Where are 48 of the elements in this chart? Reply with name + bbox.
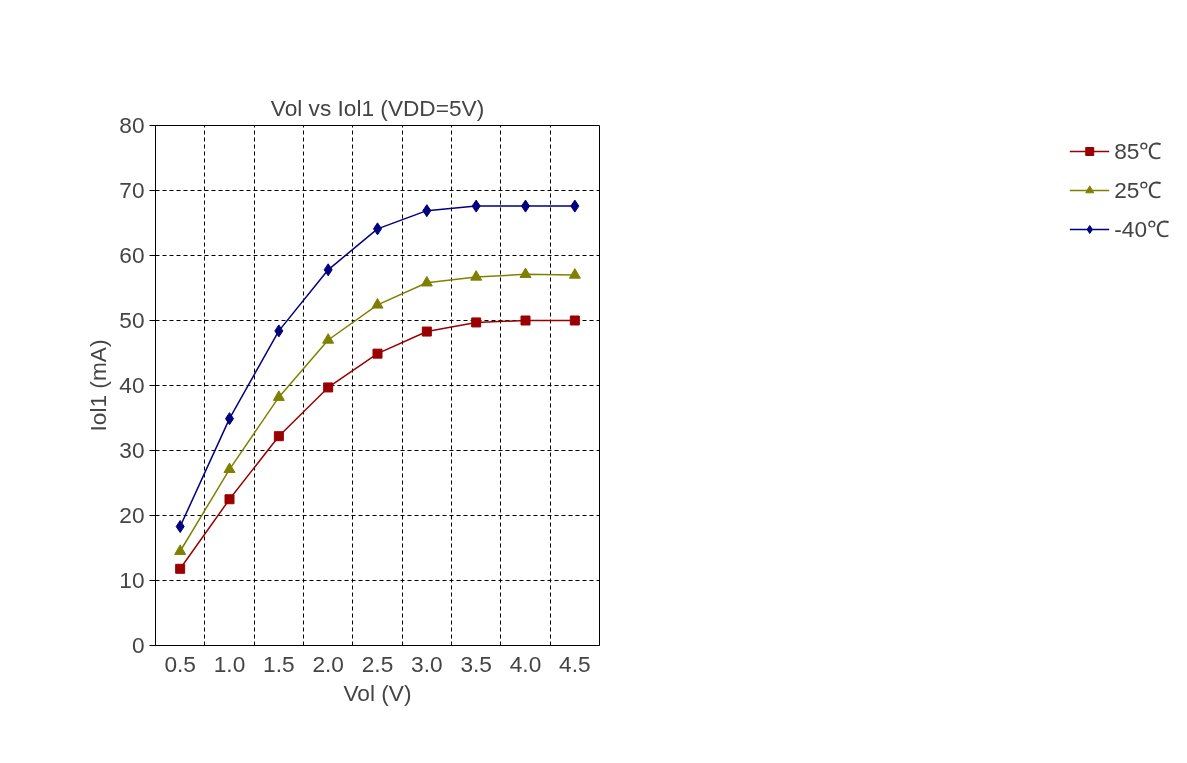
x-tick-label: 4.0 xyxy=(509,650,542,677)
legend-label: -40℃ xyxy=(1114,215,1170,244)
point xyxy=(569,315,580,326)
legend-label: 25℃ xyxy=(1114,176,1163,205)
y-tick-label: 10 xyxy=(119,567,145,593)
x-tick-label: 2.5 xyxy=(361,650,394,677)
x-tick-label: 3.5 xyxy=(460,650,492,677)
point xyxy=(520,315,531,326)
point xyxy=(421,326,432,337)
point xyxy=(272,390,285,401)
point xyxy=(175,520,185,534)
y-tick-label: 60 xyxy=(119,242,145,268)
point xyxy=(420,275,433,287)
point xyxy=(371,298,384,309)
point xyxy=(323,263,333,277)
y-tick-label: 50 xyxy=(119,307,145,333)
x-tick-label: 0.5 xyxy=(164,650,196,677)
chart-title: Vol vs Iol1 (VDD=5V) xyxy=(270,94,485,121)
y-tick-label: 20 xyxy=(119,502,145,528)
point xyxy=(273,431,284,442)
point xyxy=(372,348,383,359)
point xyxy=(322,333,335,344)
x-tick-label: 1.0 xyxy=(213,650,246,677)
point xyxy=(422,204,432,218)
legend-label: 85℃ xyxy=(1114,137,1163,166)
point xyxy=(223,462,236,474)
x-tick-label: 4.5 xyxy=(559,650,591,677)
point xyxy=(471,317,482,328)
x-tick-label: 1.5 xyxy=(263,650,295,677)
point xyxy=(570,199,580,213)
y-tick-label: 80 xyxy=(119,112,145,138)
point xyxy=(471,199,481,213)
point xyxy=(519,267,532,279)
x-tick-label: 3.0 xyxy=(411,650,443,677)
point xyxy=(323,382,334,393)
y-axis-title: Iol1 (mA) xyxy=(85,339,112,432)
x-tick-label: 2.0 xyxy=(312,650,344,677)
point xyxy=(175,563,186,574)
point xyxy=(568,268,581,279)
y-tick-label: 30 xyxy=(119,437,145,463)
point xyxy=(224,494,235,505)
y-tick-label: 40 xyxy=(119,372,145,398)
x-axis-title: Vol (V) xyxy=(343,679,412,706)
y-tick-label: 0 xyxy=(131,632,145,658)
point xyxy=(470,270,483,281)
point xyxy=(174,544,187,555)
point xyxy=(274,324,284,338)
y-tick-label: 70 xyxy=(119,177,145,203)
